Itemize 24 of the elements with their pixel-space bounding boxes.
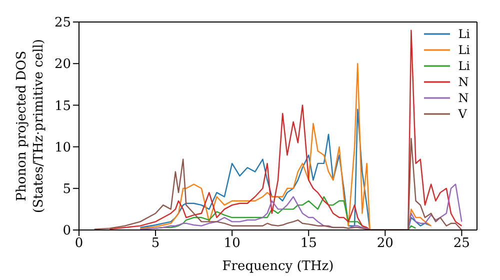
line-series xyxy=(140,108,432,230)
line-series xyxy=(140,63,432,230)
x-tick-label: 10 xyxy=(224,236,240,252)
y-tick-label: 0 xyxy=(62,224,71,239)
legend-label: Li xyxy=(458,42,470,58)
x-axis-title: Frequency (THz) xyxy=(222,259,334,274)
y-axis-title: Phonon projected DOS (States/THz·primitive cell) xyxy=(14,38,46,214)
x-tick-label: 5 xyxy=(151,236,160,252)
x-tick-label: 25 xyxy=(453,236,470,252)
y-tick-label: 20 xyxy=(54,57,71,72)
legend-label: V xyxy=(458,106,467,122)
line-series xyxy=(140,184,462,230)
y-tick-label: 15 xyxy=(54,98,71,114)
y-tick-label: 25 xyxy=(54,16,71,31)
legend-label: N xyxy=(458,90,469,106)
y-tick-label: 10 xyxy=(54,140,71,156)
x-tick-label: 15 xyxy=(300,236,317,252)
line-series xyxy=(94,138,462,230)
y-tick-label: 5 xyxy=(62,182,71,198)
legend-label: N xyxy=(458,74,469,90)
legend-label: Li xyxy=(458,58,470,74)
legend-label: Li xyxy=(458,26,470,42)
x-tick-label: 20 xyxy=(376,236,394,252)
x-tick-label: 0 xyxy=(74,236,84,252)
